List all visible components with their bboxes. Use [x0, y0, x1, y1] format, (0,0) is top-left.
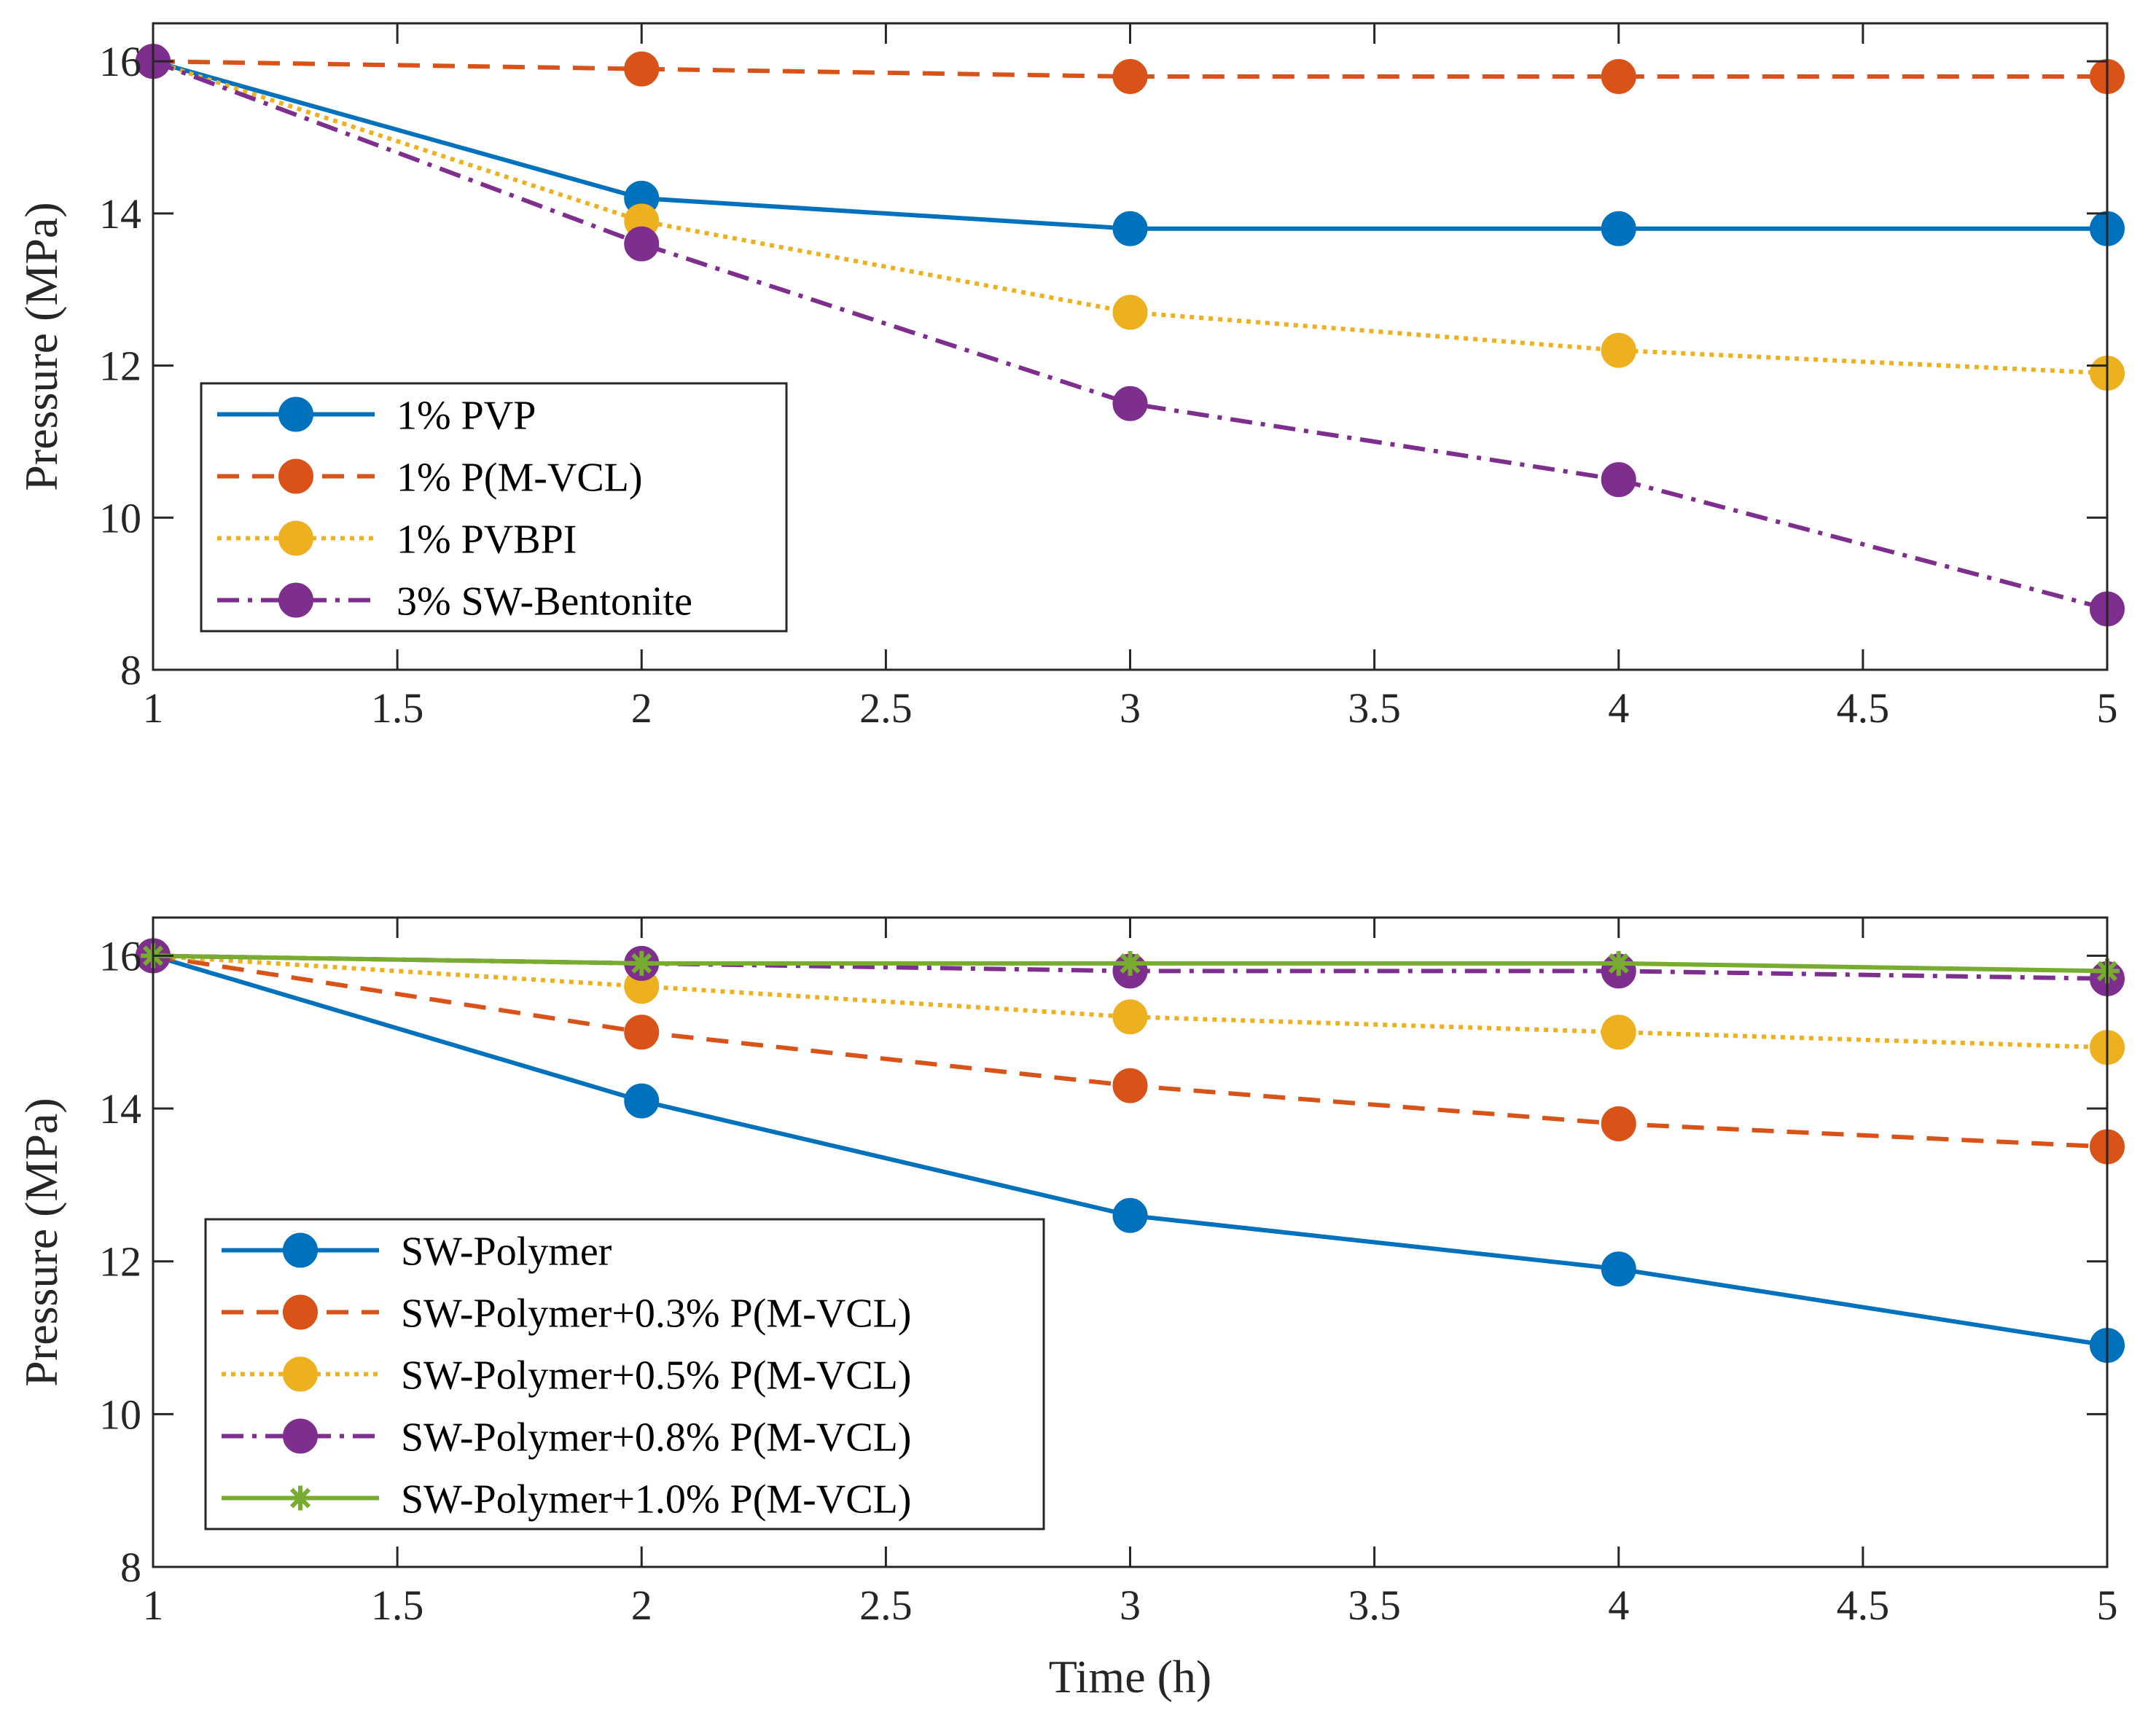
- x-tick-label: 1.5: [371, 684, 424, 732]
- y-tick-label: 10: [99, 494, 141, 541]
- legend-marker: [283, 1294, 318, 1330]
- x-tick-label: 4.5: [1837, 684, 1890, 732]
- legend-label: SW-Polymer: [401, 1229, 612, 1275]
- data-point: [1112, 1197, 1148, 1233]
- y-tick-label: 16: [99, 38, 141, 85]
- x-tick-label: 2.5: [859, 1581, 913, 1629]
- y-tick-label: 14: [99, 190, 141, 238]
- data-point: [1601, 462, 1636, 498]
- legend: SW-Polymer SW-Polymer+0.3% P(M-VCL) SW-Pol…: [204, 1218, 1045, 1530]
- x-tick-label: 3: [1120, 684, 1141, 732]
- x-tick-label: 3: [1120, 1581, 1141, 1629]
- data-point-asterisk-icon: [1117, 950, 1143, 976]
- plot-2: 1 1.5 2 2.5 3 3.5 4 4.5 5 8 10 12 14 16 Pressure (MPa)…: [15, 916, 2125, 1702]
- y-tick-label: 16: [99, 932, 141, 980]
- x-tick-label: 1.5: [371, 1581, 424, 1629]
- x-tick-label: 3.5: [1348, 1581, 1401, 1629]
- legend: 1% PVP 1% P(M-VCL) 1% PVBPI 3% SW-Bentonite: [200, 382, 788, 633]
- data-point-asterisk-icon: [629, 950, 655, 976]
- data-point: [1601, 59, 1636, 95]
- data-point: [1112, 59, 1148, 95]
- data-point: [1112, 999, 1148, 1035]
- legend-label: SW-Polymer+1.0% P(M-VCL): [401, 1477, 911, 1522]
- x-tick-label: 1: [143, 1581, 164, 1629]
- data-point: [624, 51, 660, 87]
- data-point: [1601, 211, 1636, 246]
- legend-label: 1% PVP: [397, 394, 536, 439]
- asterisk-stroke: [1608, 953, 1629, 974]
- series-line-2: [152, 59, 2107, 79]
- legend-marker: [283, 1232, 318, 1268]
- x-tick-label: 4: [1608, 1581, 1629, 1629]
- data-point: [1112, 211, 1148, 246]
- legend-item-2: 1% P(M-VCL): [217, 455, 643, 501]
- legend-marker: [278, 520, 313, 556]
- legend-item-1: SW-Polymer: [222, 1229, 612, 1275]
- data-point: [1112, 386, 1148, 421]
- x-tick-label: 4.5: [1837, 1581, 1890, 1629]
- y-tick-label: 12: [99, 343, 141, 390]
- legend-item-4: SW-Polymer+0.8% P(M-VCL): [222, 1415, 911, 1461]
- y-tick-label: 10: [99, 1391, 141, 1438]
- legend-label: 1% PVBPI: [397, 517, 577, 563]
- x-axis-label: Time (h): [1049, 1651, 1211, 1702]
- legend-marker: [278, 458, 313, 494]
- x-tick-label: 2: [631, 684, 652, 732]
- x-tick-label: 2.5: [859, 684, 913, 732]
- legend-item-3: SW-Polymer+0.5% P(M-VCL): [222, 1353, 911, 1399]
- legend-marker: [283, 1418, 318, 1454]
- y-tick-label: 8: [120, 646, 141, 694]
- x-tick-label: 5: [2097, 684, 2118, 732]
- legend-item-2: SW-Polymer+0.3% P(M-VCL): [222, 1291, 911, 1337]
- data-point: [1112, 1068, 1148, 1103]
- asterisk-stroke: [289, 1487, 311, 1509]
- x-tick-label: 2: [631, 1581, 652, 1629]
- legend-item-4: 3% SW-Bentonite: [217, 579, 692, 625]
- legend-marker: [278, 582, 313, 618]
- legend-label: SW-Polymer+0.5% P(M-VCL): [401, 1353, 911, 1399]
- data-point: [624, 1014, 660, 1050]
- series-line-3: [152, 59, 2108, 376]
- legend-marker: [278, 396, 313, 432]
- plot-1: 1 1.5 2 2.5 3 3.5 4 4.5 5 8 10 12 14 16 Pressure (MPa)…: [15, 22, 2125, 732]
- legend-marker: [283, 1356, 318, 1392]
- y-tick-label: 8: [120, 1544, 141, 1591]
- data-point: [1601, 332, 1636, 368]
- data-point: [1601, 1106, 1636, 1142]
- legend-item-3: 1% PVBPI: [217, 517, 577, 563]
- legend-item-1: 1% PVP: [217, 394, 536, 439]
- x-tick-label: 4: [1608, 684, 1629, 732]
- data-point-asterisk-icon: [1606, 950, 1631, 976]
- data-point: [1601, 1014, 1636, 1050]
- data-point: [624, 1083, 660, 1119]
- x-tick-label: 1: [143, 684, 164, 732]
- legend-label: SW-Polymer+0.3% P(M-VCL): [401, 1291, 911, 1337]
- data-point: [624, 226, 660, 262]
- legend-item-5: SW-Polymer+1.0% P(M-VCL): [222, 1477, 911, 1522]
- y-axis-label: Pressure (MPa): [15, 1098, 67, 1386]
- x-tick-label: 3.5: [1348, 684, 1401, 732]
- data-point: [1601, 1251, 1636, 1287]
- y-tick-label: 12: [99, 1238, 141, 1286]
- asterisk-stroke: [631, 953, 652, 974]
- x-tick-label: 5: [2097, 1581, 2118, 1629]
- legend-label: SW-Polymer+0.8% P(M-VCL): [401, 1415, 911, 1461]
- legend-label: 3% SW-Bentonite: [397, 579, 692, 625]
- asterisk-stroke: [1120, 953, 1141, 974]
- y-axis-label: Pressure (MPa): [15, 202, 67, 490]
- legend-marker-asterisk-icon: [288, 1485, 313, 1511]
- y-tick-label: 14: [99, 1085, 141, 1133]
- legend-label: 1% P(M-VCL): [397, 455, 643, 501]
- data-point: [1112, 294, 1148, 330]
